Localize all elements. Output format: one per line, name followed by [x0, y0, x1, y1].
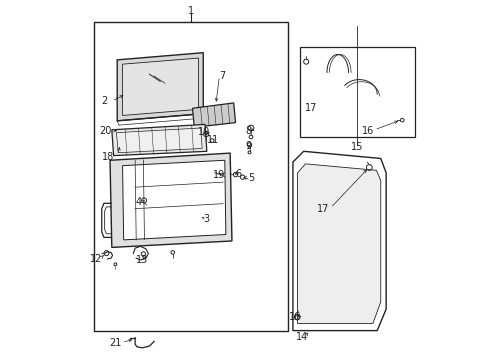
- Text: 16: 16: [361, 126, 374, 135]
- Polygon shape: [297, 164, 380, 323]
- Text: 20: 20: [99, 126, 111, 135]
- Text: 3: 3: [203, 215, 209, 224]
- Polygon shape: [192, 103, 235, 127]
- Text: 1: 1: [187, 6, 193, 16]
- Text: 18: 18: [102, 152, 114, 162]
- Text: 11: 11: [207, 135, 219, 145]
- Polygon shape: [110, 153, 231, 247]
- Text: 5: 5: [247, 173, 254, 183]
- Polygon shape: [117, 53, 203, 121]
- Text: 7: 7: [219, 71, 225, 81]
- Text: 4: 4: [135, 197, 142, 207]
- Text: 9: 9: [244, 141, 251, 151]
- Polygon shape: [112, 125, 206, 156]
- Text: 19: 19: [212, 170, 224, 180]
- Text: 10: 10: [198, 127, 210, 137]
- Text: 17: 17: [304, 103, 316, 113]
- Text: 14: 14: [295, 332, 307, 342]
- Text: 16: 16: [288, 312, 300, 322]
- Text: 17: 17: [317, 204, 329, 214]
- Polygon shape: [122, 58, 198, 116]
- Text: 15: 15: [350, 142, 363, 152]
- Polygon shape: [122, 160, 225, 240]
- Text: 12: 12: [89, 254, 102, 264]
- Text: 8: 8: [244, 126, 251, 135]
- Text: 13: 13: [136, 255, 148, 265]
- Text: 2: 2: [101, 96, 107, 106]
- Text: 6: 6: [235, 168, 241, 179]
- Text: 21: 21: [109, 338, 122, 348]
- Polygon shape: [292, 151, 386, 330]
- Bar: [300, 47, 414, 137]
- Polygon shape: [116, 128, 202, 153]
- Bar: [94, 22, 287, 330]
